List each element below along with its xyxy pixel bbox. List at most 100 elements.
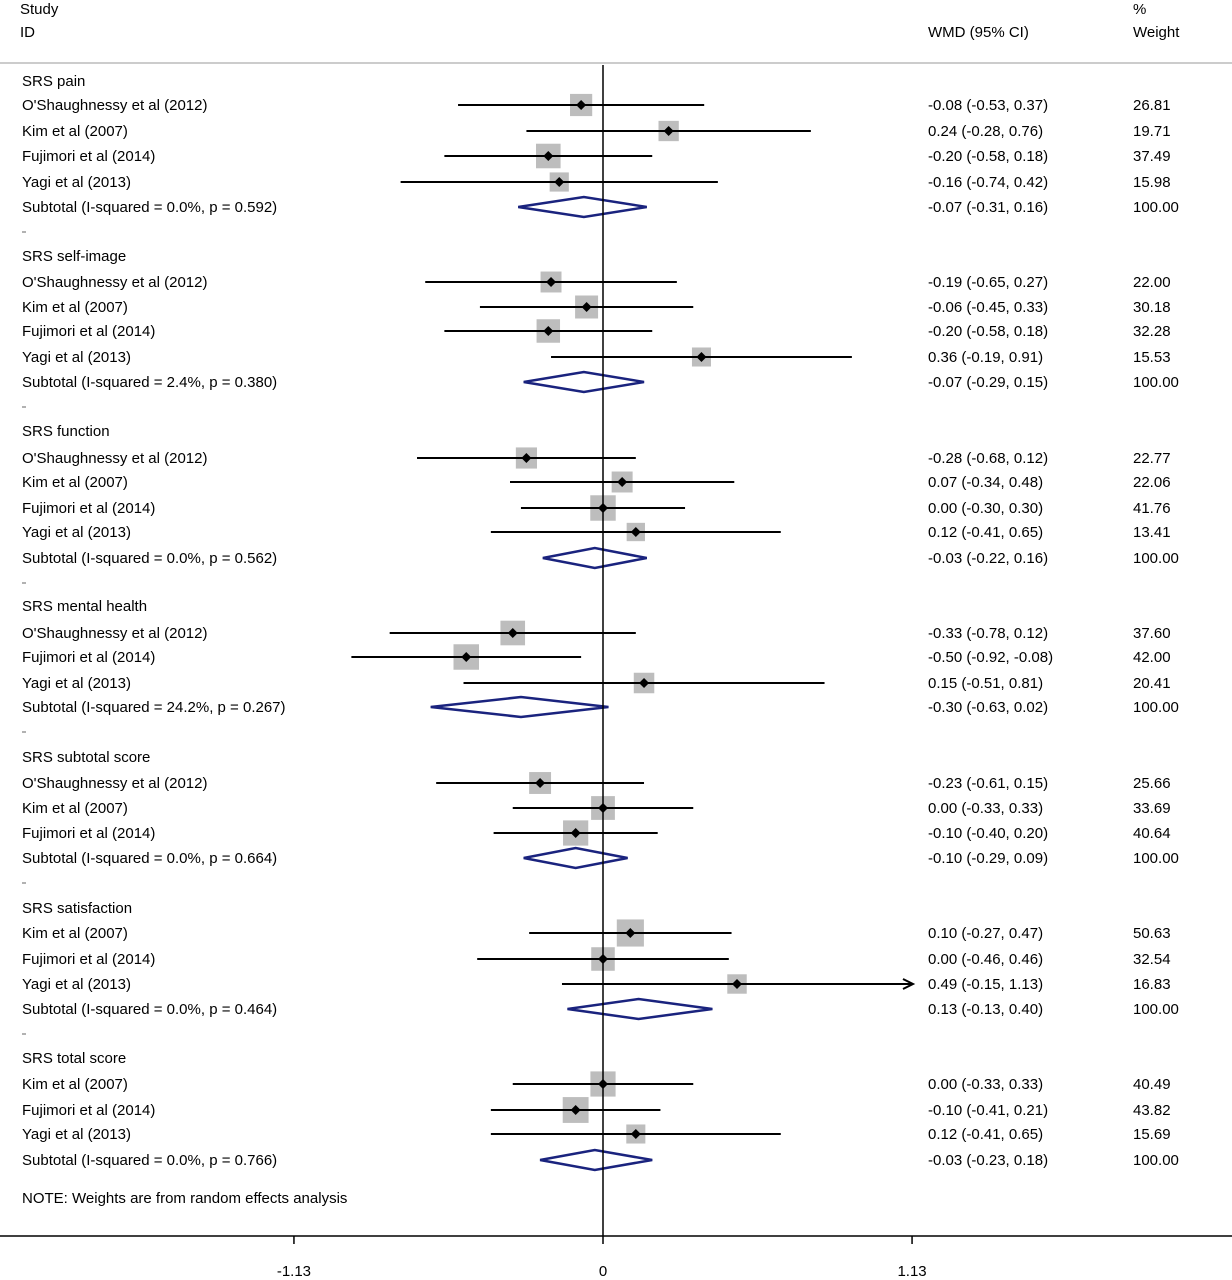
x-tick-label: 1.13 [897, 1263, 926, 1280]
study-ci: -0.23 (-0.61, 0.15) [928, 775, 1048, 792]
study-row: Yagi et al (2013) -0.16 (-0.74, 0.42) 15.9… [22, 172, 1171, 192]
study-row: Fujimori et al (2014) -0.20 (-0.58, 0.18)… [22, 319, 1171, 343]
point-estimate [554, 177, 565, 187]
study-row: Kim et al (2007) 0.07 (-0.34, 0.48) 22.06 [22, 471, 1171, 493]
ci-arrow [902, 978, 916, 990]
subtotal-ci: -0.03 (-0.22, 0.16) [928, 550, 1048, 567]
subtotal-diamond [518, 195, 647, 219]
study-ci: 0.12 (-0.41, 0.65) [928, 1126, 1043, 1143]
study-label: Kim et al (2007) [22, 299, 128, 316]
subtotal-diamond [523, 846, 628, 870]
subtotal-label: Subtotal (I-squared = 2.4%, p = 0.380) [22, 374, 277, 391]
study-row: Fujimori et al (2014) -0.10 (-0.41, 0.21)… [22, 1097, 1171, 1123]
subtotal-weight: 100.00 [1133, 1001, 1179, 1018]
subgroup-title: SRS pain [22, 73, 85, 90]
study-row: Fujimori et al (2014) 0.00 (-0.30, 0.30) 4… [22, 495, 1171, 521]
study-ci: 0.12 (-0.41, 0.65) [928, 524, 1043, 541]
point-estimate [546, 277, 557, 287]
point-estimate [507, 628, 518, 638]
point-estimate [630, 527, 641, 537]
study-row: Kim et al (2007) 0.00 (-0.33, 0.33) 40.49 [22, 1071, 1171, 1097]
subtotal-label: Subtotal (I-squared = 24.2%, p = 0.267) [22, 699, 286, 716]
study-ci: -0.10 (-0.40, 0.20) [928, 825, 1048, 842]
study-label: Kim et al (2007) [22, 925, 128, 942]
study-row: O'Shaughnessy et al (2012) -0.08 (-0.53, … [22, 93, 1171, 117]
study-ci: 0.00 (-0.30, 0.30) [928, 500, 1043, 517]
study-weight: 22.77 [1133, 450, 1171, 467]
point-estimate [535, 778, 546, 788]
subgroup: SRS self-image O'Shaughnessy et al (2012)… [22, 248, 1179, 408]
point-estimate [630, 1129, 641, 1139]
study-row: Yagi et al (2013) 0.15 (-0.51, 0.81) 20.41 [22, 672, 1171, 694]
header-id: ID [20, 24, 35, 41]
study-weight: 32.28 [1133, 323, 1171, 340]
subtotal-diamond [430, 695, 609, 719]
study-label: Fujimori et al (2014) [22, 649, 155, 666]
study-label: Fujimori et al (2014) [22, 323, 155, 340]
subtotal-row: Subtotal (I-squared = 24.2%, p = 0.267) -… [22, 695, 1179, 719]
point-estimate [663, 126, 674, 136]
x-axis: -1.13 0 1.13 [0, 1235, 1232, 1280]
subgroup: SRS pain O'Shaughnessy et al (2012) -0.08 … [22, 73, 1179, 233]
subgroup-title: SRS total score [22, 1050, 126, 1067]
point-estimate [570, 1105, 581, 1115]
study-ci: -0.20 (-0.58, 0.18) [928, 148, 1048, 165]
subtotal-label: Subtotal (I-squared = 0.0%, p = 0.664) [22, 850, 277, 867]
study-label: Yagi et al (2013) [22, 1126, 131, 1143]
subtotal-label: Subtotal (I-squared = 0.0%, p = 0.766) [22, 1152, 277, 1169]
subtotal-label: Subtotal (I-squared = 0.0%, p = 0.562) [22, 550, 277, 567]
study-weight: 15.53 [1133, 349, 1171, 366]
plot-rows: SRS pain O'Shaughnessy et al (2012) -0.08 … [22, 65, 1179, 1236]
study-weight: 33.69 [1133, 800, 1171, 817]
study-row: Yagi et al (2013) 0.49 (-0.15, 1.13) 16.83 [22, 974, 1171, 994]
subtotal-label: Subtotal (I-squared = 0.0%, p = 0.464) [22, 1001, 277, 1018]
x-tick-label: 0 [599, 1263, 607, 1280]
study-label: O'Shaughnessy et al (2012) [22, 775, 207, 792]
point-estimate [543, 151, 554, 161]
study-label: Kim et al (2007) [22, 800, 128, 817]
x-tick-label: -1.13 [277, 1263, 311, 1280]
header-weight: Weight [1133, 24, 1180, 41]
study-weight: 30.18 [1133, 299, 1171, 316]
subtotal-weight: 100.00 [1133, 699, 1179, 716]
subtotal-row: Subtotal (I-squared = 0.0%, p = 0.562) -0… [22, 546, 1179, 570]
subgroup: SRS satisfaction Kim et al (2007) 0.10 (-0… [22, 900, 1179, 1035]
study-ci: -0.08 (-0.53, 0.37) [928, 97, 1048, 114]
subgroup-title: SRS function [22, 423, 110, 440]
study-ci: 0.00 (-0.46, 0.46) [928, 951, 1043, 968]
study-ci: 0.00 (-0.33, 0.33) [928, 800, 1043, 817]
study-weight: 20.41 [1133, 675, 1171, 692]
study-ci: -0.10 (-0.41, 0.21) [928, 1102, 1048, 1119]
study-ci: 0.07 (-0.34, 0.48) [928, 474, 1043, 491]
study-row: O'Shaughnessy et al (2012) -0.33 (-0.78, … [22, 620, 1171, 646]
study-row: O'Shaughnessy et al (2012) -0.28 (-0.68, … [22, 447, 1171, 469]
study-label: Fujimori et al (2014) [22, 951, 155, 968]
subgroup: SRS function O'Shaughnessy et al (2012) -0… [22, 423, 1179, 584]
point-estimate [625, 928, 636, 938]
subtotal-row: Subtotal (I-squared = 0.0%, p = 0.766) -0… [22, 1148, 1179, 1172]
study-row: Kim et al (2007) 0.10 (-0.27, 0.47) 50.63 [22, 919, 1171, 947]
study-weight: 37.60 [1133, 625, 1171, 642]
subtotal-ci: -0.07 (-0.29, 0.15) [928, 374, 1048, 391]
study-weight: 40.64 [1133, 825, 1171, 842]
study-weight: 16.83 [1133, 976, 1171, 993]
subtotal-row: Subtotal (I-squared = 0.0%, p = 0.664) -0… [22, 846, 1179, 870]
study-weight: 42.00 [1133, 649, 1171, 666]
study-label: Kim et al (2007) [22, 123, 128, 140]
study-label: Yagi et al (2013) [22, 349, 131, 366]
study-row: Yagi et al (2013) 0.12 (-0.41, 0.65) 15.69 [22, 1124, 1171, 1144]
point-estimate [461, 652, 472, 662]
study-label: Yagi et al (2013) [22, 976, 131, 993]
subtotal-weight: 100.00 [1133, 550, 1179, 567]
point-estimate [696, 352, 707, 362]
study-label: Fujimori et al (2014) [22, 500, 155, 517]
study-label: Kim et al (2007) [22, 1076, 128, 1093]
subgroup-title: SRS satisfaction [22, 900, 132, 917]
subtotal-diamond [567, 997, 713, 1021]
study-ci: -0.33 (-0.78, 0.12) [928, 625, 1048, 642]
study-weight: 19.71 [1133, 123, 1171, 140]
study-weight: 22.00 [1133, 274, 1171, 291]
study-row: Kim et al (2007) 0.24 (-0.28, 0.76) 19.71 [22, 120, 1171, 142]
subtotal-ci: 0.13 (-0.13, 0.40) [928, 1001, 1043, 1018]
